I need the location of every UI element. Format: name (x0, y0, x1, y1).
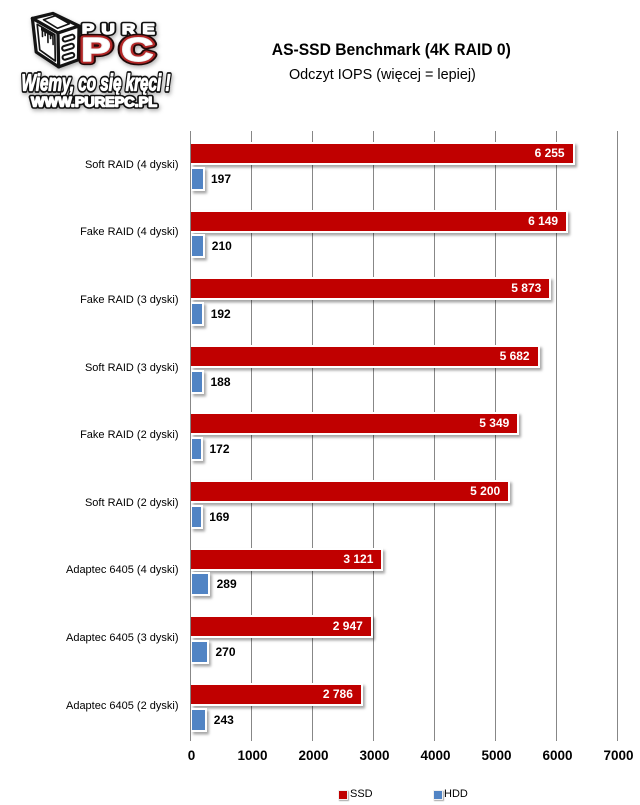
svg-text:WWW.PUREPC.PL: WWW.PUREPC.PL (31, 95, 157, 110)
svg-text:PURE: PURE (82, 21, 162, 38)
svg-text:WWW.PUREPC.PL: WWW.PUREPC.PL (31, 95, 157, 110)
svg-text:PC: PC (81, 31, 164, 68)
svg-text:PURE: PURE (82, 21, 162, 38)
svg-text:Wiemy, co się kręci !: Wiemy, co się kręci ! (22, 70, 171, 96)
svg-text:Wiemy, co się kręci !: Wiemy, co się kręci ! (22, 70, 171, 96)
svg-text:PC: PC (81, 31, 164, 68)
svg-text:PC: PC (81, 31, 164, 68)
